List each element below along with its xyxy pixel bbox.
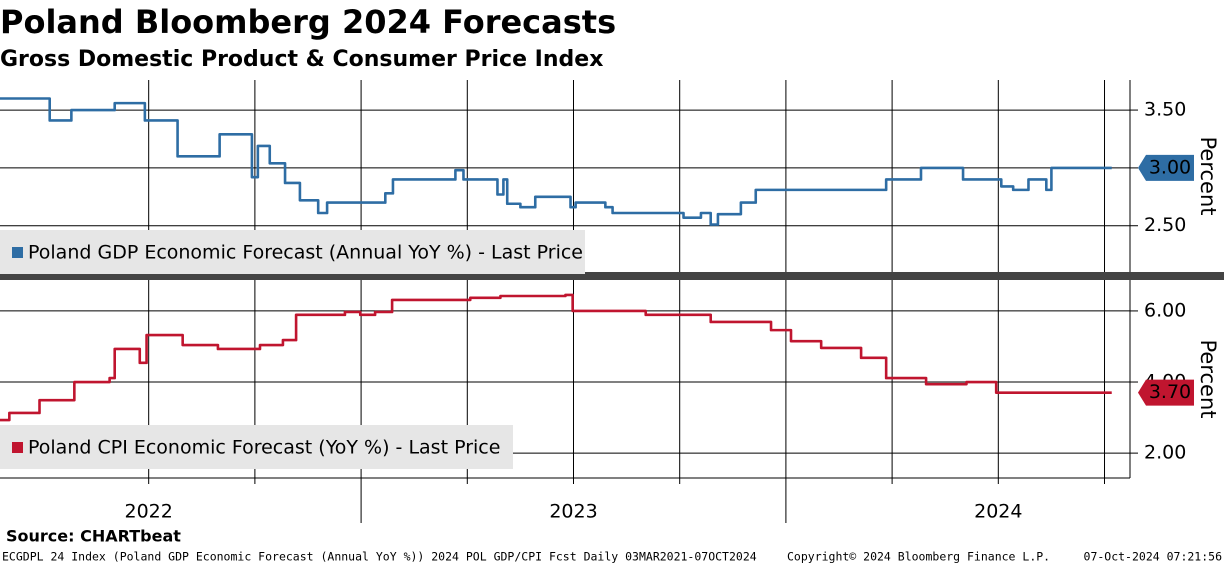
- last-value-label: 3.70: [1149, 381, 1191, 403]
- chart-subtitle: Gross Domestic Product & Consumer Price …: [0, 47, 603, 72]
- legend-box: [0, 425, 513, 469]
- chart-title: Poland Bloomberg 2024 Forecasts: [0, 3, 616, 41]
- last-value-tag: [1138, 154, 1194, 181]
- last-value-tag: [1138, 379, 1194, 406]
- legend-label: Poland CPI Economic Forecast (YoY %) - L…: [28, 437, 500, 459]
- footer-copyright: Copyright© 2024 Bloomberg Finance L.P.: [787, 550, 1050, 564]
- y-tick-label: 2.50: [1144, 214, 1186, 236]
- y-tick-label: 2.00: [1144, 442, 1186, 464]
- footer-timestamp: 07-Oct-2024 07:21:56: [1084, 550, 1223, 564]
- legend-label: Poland GDP Economic Forecast (Annual YoY…: [28, 242, 583, 264]
- x-tick-label: 2024: [974, 501, 1022, 523]
- y-tick-label: 6.00: [1144, 299, 1186, 321]
- x-tick-label: 2022: [125, 501, 173, 523]
- panel-divider: [0, 272, 1224, 280]
- footer-left: ECGDPL 24 Index (Poland GDP Economic For…: [2, 550, 757, 564]
- legend-box: [0, 230, 585, 274]
- series-line: [0, 293, 1112, 422]
- legend-swatch: [12, 442, 23, 453]
- y-axis-label: Percent: [1196, 136, 1220, 215]
- series-line: [0, 97, 1112, 226]
- y-axis-label: Percent: [1196, 339, 1220, 418]
- source: Source: CHARTbeat: [6, 527, 181, 546]
- x-tick-label: 2023: [549, 501, 597, 523]
- last-value-label: 3.00: [1149, 156, 1191, 178]
- legend-swatch: [12, 247, 23, 258]
- y-tick-label: 3.50: [1144, 99, 1186, 121]
